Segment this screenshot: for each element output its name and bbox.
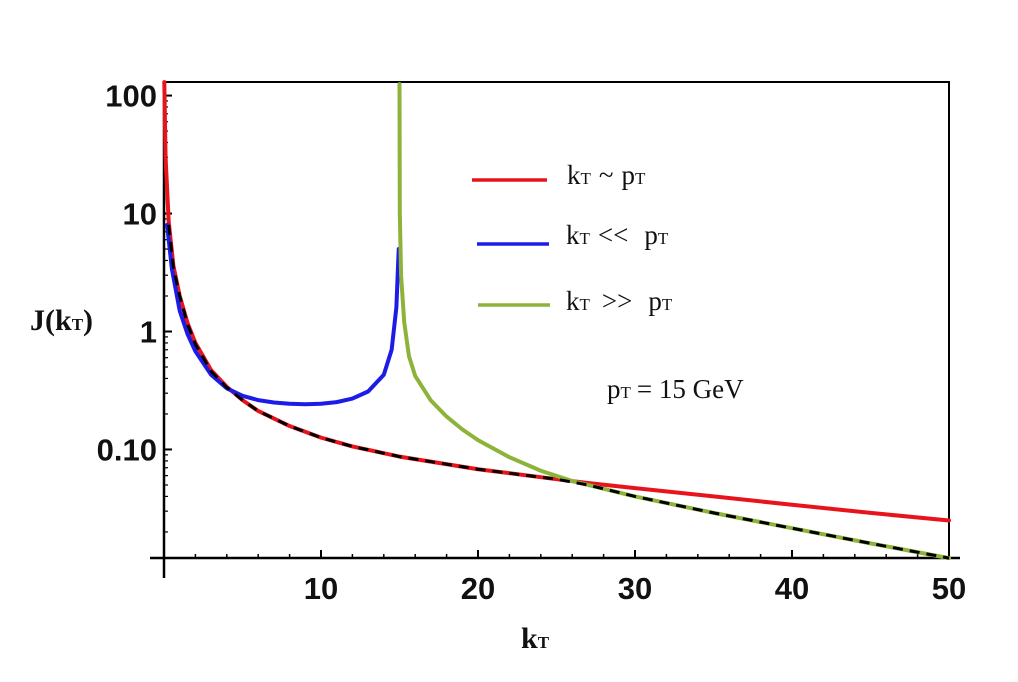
x-tick-label: 20 (461, 571, 495, 606)
legend: kT ~ pT kT << pT kT >> pT (472, 160, 673, 316)
y-tick-label: 1 (140, 315, 157, 350)
x-tick-label: 50 (932, 571, 966, 606)
y-axis-title: J(kT) (30, 304, 93, 337)
legend-label-green: kT >> pT (566, 286, 673, 316)
series-line-1 (165, 222, 401, 407)
y-tick-label: 0.10 (97, 432, 157, 467)
y-tick-label: 100 (105, 79, 157, 114)
x-tick-label: 10 (304, 571, 338, 606)
legend-label-red: kT ~ pT (567, 160, 646, 190)
y-tick-label: 10 (123, 197, 157, 232)
series-line-0 (162, 80, 951, 523)
plot-frame (163, 81, 950, 559)
series-lines (162, 80, 951, 561)
x-ticks: 10 20 30 40 50 (304, 550, 966, 606)
x-minor-ticks (194, 554, 919, 558)
legend-label-blue: kT << pT (566, 220, 669, 250)
x-tick-label: 40 (775, 571, 809, 606)
x-tick-label: 30 (618, 571, 652, 606)
y-ticks: 100 10 1 0.10 (97, 79, 172, 533)
pt-annotation: pT = 15 GeV (607, 374, 744, 404)
series-line-2 (397, 82, 951, 561)
series-line-3 (167, 224, 950, 560)
x-axis-title: kT (521, 622, 550, 655)
